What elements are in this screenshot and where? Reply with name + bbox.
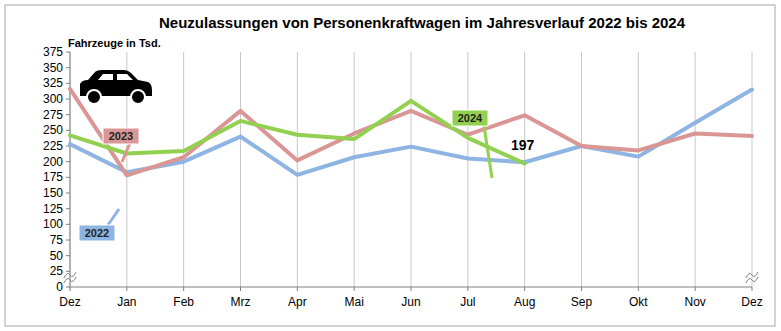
x-tick (638, 287, 639, 291)
x-tick (524, 287, 525, 291)
y-tick-label: 325 (43, 76, 63, 90)
x-tick (581, 287, 582, 291)
y-tick (66, 161, 70, 162)
plot-area (70, 89, 752, 175)
y-tick-label: 150 (43, 186, 63, 200)
x-tick (695, 287, 696, 291)
title: Neuzulassungen von Personenkraftwagen im… (159, 14, 686, 31)
y-tick (66, 255, 70, 256)
x-tick (354, 287, 355, 291)
leader-line (122, 143, 130, 162)
grid-line (411, 52, 412, 287)
x-tick (297, 287, 298, 291)
outer-frame (5, 5, 775, 326)
chart: Neuzulassungen von Personenkraftwagen im… (0, 0, 781, 331)
x-tick-label: Mrz (231, 295, 251, 309)
series-label: 2022 (79, 209, 119, 241)
y-label: Fahrzeuge in Tsd. (68, 37, 161, 49)
y-tick (66, 240, 70, 241)
y-tick-label: 350 (43, 61, 63, 75)
grid-line (297, 52, 298, 287)
series-label: 2024 (452, 110, 492, 178)
x-tick-label: Jul (460, 295, 475, 309)
y-tick (66, 177, 70, 178)
car-window (98, 74, 133, 80)
y-tick (66, 287, 70, 288)
x-tick (183, 287, 184, 291)
y-tick-label: 200 (43, 155, 63, 169)
y-tick-label: 50 (50, 249, 64, 263)
grid-line (240, 52, 241, 287)
series-name: 2024 (458, 112, 483, 124)
y-tick-label: 175 (43, 170, 63, 184)
car-wheel (131, 90, 145, 104)
x-tick (126, 287, 127, 291)
label-box (103, 128, 139, 144)
series-line (70, 90, 752, 175)
leader-line (108, 209, 119, 225)
grid-line (638, 52, 639, 287)
y-tick (66, 224, 70, 225)
x-tick-label: Nov (684, 295, 705, 309)
label-box (79, 225, 115, 241)
grid-line (752, 52, 753, 287)
label-box (452, 110, 488, 126)
x-tick-label: Jan (117, 295, 136, 309)
y-tick-label: 100 (43, 217, 63, 231)
x-tick-label: Jun (401, 295, 420, 309)
x-tick-label: Mai (344, 295, 363, 309)
x-tick (752, 287, 753, 291)
x-tick (70, 287, 71, 291)
grid-line (581, 52, 582, 287)
x-tick-label: Okt (629, 295, 648, 309)
series-label: 2023 (103, 128, 139, 162)
y-tick-label: 300 (43, 92, 63, 106)
y-tick-label: 125 (43, 202, 63, 216)
y-tick (66, 208, 70, 209)
series-line (70, 101, 525, 164)
y-tick-label: 25 (50, 264, 64, 278)
y-tick (66, 83, 70, 84)
grid-line (524, 52, 525, 287)
y-tick (66, 271, 70, 272)
series-line (70, 89, 752, 175)
car-wheel (87, 90, 101, 104)
y-tick (66, 193, 70, 194)
car-icon (80, 70, 152, 104)
x-tick-label: Aug (514, 295, 535, 309)
y-tick-label: 250 (43, 123, 63, 137)
annotation: 197 (511, 137, 535, 153)
grid-line (354, 52, 355, 287)
grid-line (695, 52, 696, 287)
y-tick-label: 275 (43, 108, 63, 122)
series-name: 2022 (85, 227, 109, 239)
axis-break (64, 272, 76, 283)
x-tick-label: Apr (288, 295, 307, 309)
x-tick (240, 287, 241, 291)
y-tick (66, 67, 70, 68)
y-tick-label: 75 (50, 233, 64, 247)
y-tick-label: 225 (43, 139, 63, 153)
grid-line (183, 52, 184, 287)
x-tick (467, 287, 468, 291)
x-tick-label: Dez (59, 295, 80, 309)
leader-line (484, 126, 492, 178)
y-tick (66, 114, 70, 115)
y-tick (66, 99, 70, 100)
y-tick-label: 375 (43, 45, 63, 59)
y-tick-label: 0 (56, 280, 63, 294)
axis-break (746, 272, 758, 283)
grid-line (467, 52, 468, 287)
series-name: 2023 (109, 130, 133, 142)
x-tick (411, 287, 412, 291)
y-tick (66, 130, 70, 131)
y-tick (66, 52, 70, 53)
x-tick-label: Dez (741, 295, 762, 309)
x-tick-label: Feb (173, 295, 194, 309)
x-tick-label: Sep (571, 295, 593, 309)
